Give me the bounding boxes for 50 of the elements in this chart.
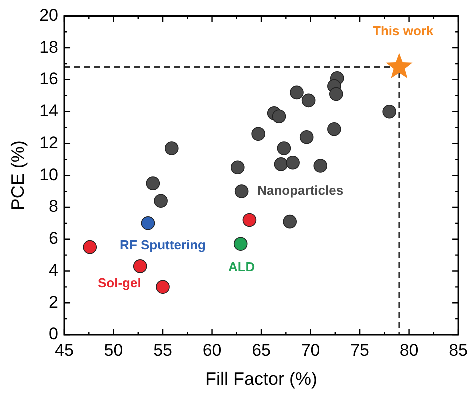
y-tick-label: 2: [49, 292, 59, 312]
x-axis-title: Fill Factor (%): [206, 369, 318, 390]
x-tick-label: 65: [252, 340, 271, 360]
y-tick-label: 4: [49, 260, 59, 280]
point: [328, 122, 342, 136]
y-tick-label: 20: [40, 6, 59, 25]
point: [277, 142, 292, 156]
point: [234, 237, 248, 252]
point: [272, 110, 286, 124]
y-tick-label: 12: [40, 133, 59, 152]
x-tick-label: 55: [154, 340, 172, 360]
point: [242, 213, 257, 228]
x-tick-label: 70: [301, 340, 320, 360]
x-tick-label: 85: [449, 340, 468, 360]
x-tick-label: 80: [400, 340, 419, 360]
point: [156, 280, 170, 294]
y-tick-label: 14: [40, 102, 59, 121]
point: [234, 184, 249, 198]
y-tick-label: 8: [49, 197, 59, 216]
point: [164, 142, 179, 156]
series-label: Nanoparticles: [258, 183, 344, 198]
point: [146, 176, 160, 190]
point: [290, 86, 304, 100]
point: [283, 214, 297, 229]
point: [252, 127, 266, 142]
point: [83, 240, 98, 254]
point: [286, 156, 300, 170]
series-label: Sol-gel: [98, 276, 142, 291]
point: [314, 159, 328, 173]
y-tick-label: 16: [40, 70, 59, 89]
point: [329, 87, 344, 102]
point: [302, 94, 316, 108]
point: [154, 194, 168, 208]
series-label: This work: [373, 24, 434, 39]
point: [274, 158, 288, 172]
point: [386, 53, 413, 79]
point: [230, 160, 245, 175]
point: [133, 260, 148, 274]
y-tick-label: 6: [49, 229, 59, 248]
point: [300, 130, 314, 144]
y-axis-title: PCE (%): [8, 140, 28, 211]
x-tick-label: 75: [350, 340, 370, 360]
x-tick-label: 60: [202, 340, 222, 360]
y-tick-label: 18: [40, 38, 59, 57]
series-label: ALD: [228, 260, 256, 275]
point: [141, 216, 156, 230]
point: [382, 104, 396, 119]
x-tick-label: 50: [104, 340, 124, 360]
y-tick-label: 10: [40, 165, 59, 184]
series-label: RF Sputtering: [120, 237, 206, 252]
